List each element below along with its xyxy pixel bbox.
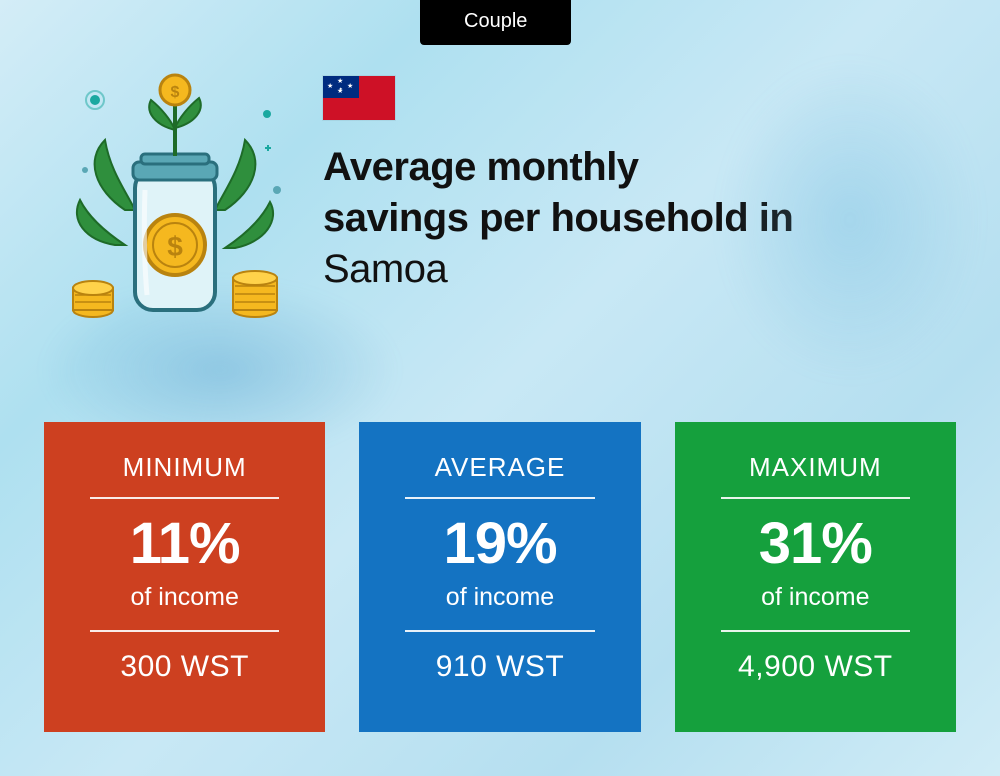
stat-card-average: AVERAGE 19% of income 910 WST [359, 422, 640, 732]
stat-label: MAXIMUM [721, 452, 910, 499]
title-country: Samoa [323, 247, 447, 291]
stat-label: AVERAGE [405, 452, 594, 499]
savings-jar-illustration: $ $ [55, 70, 295, 330]
stat-card-minimum: MINIMUM 11% of income 300 WST [44, 422, 325, 732]
hero-row: $ $ ★ ★ ★ ★ ★ Average monthly savi [55, 70, 960, 330]
stat-subtext: of income [90, 583, 279, 632]
stat-cards-row: MINIMUM 11% of income 300 WST AVERAGE 19… [44, 422, 956, 732]
stat-percent: 11% [130, 515, 240, 573]
page-title: Average monthly savings per household in… [323, 142, 793, 296]
title-line-1: Average monthly [323, 145, 639, 189]
svg-text:$: $ [171, 84, 180, 101]
stat-card-maximum: MAXIMUM 31% of income 4,900 WST [675, 422, 956, 732]
stat-label: MINIMUM [90, 452, 279, 499]
samoa-flag-icon: ★ ★ ★ ★ ★ [323, 76, 395, 120]
stat-amount: 300 WST [120, 650, 249, 684]
stat-amount: 910 WST [436, 650, 565, 684]
stat-percent: 31% [759, 515, 872, 573]
stat-subtext: of income [405, 583, 594, 632]
svg-text:$: $ [167, 231, 183, 262]
stat-percent: 19% [443, 515, 556, 573]
stat-subtext: of income [721, 583, 910, 632]
title-block: ★ ★ ★ ★ ★ Average monthly savings per ho… [323, 70, 793, 296]
category-tab: Couple [420, 0, 571, 45]
stat-amount: 4,900 WST [738, 650, 893, 684]
title-line-2: savings per household in [323, 196, 793, 240]
